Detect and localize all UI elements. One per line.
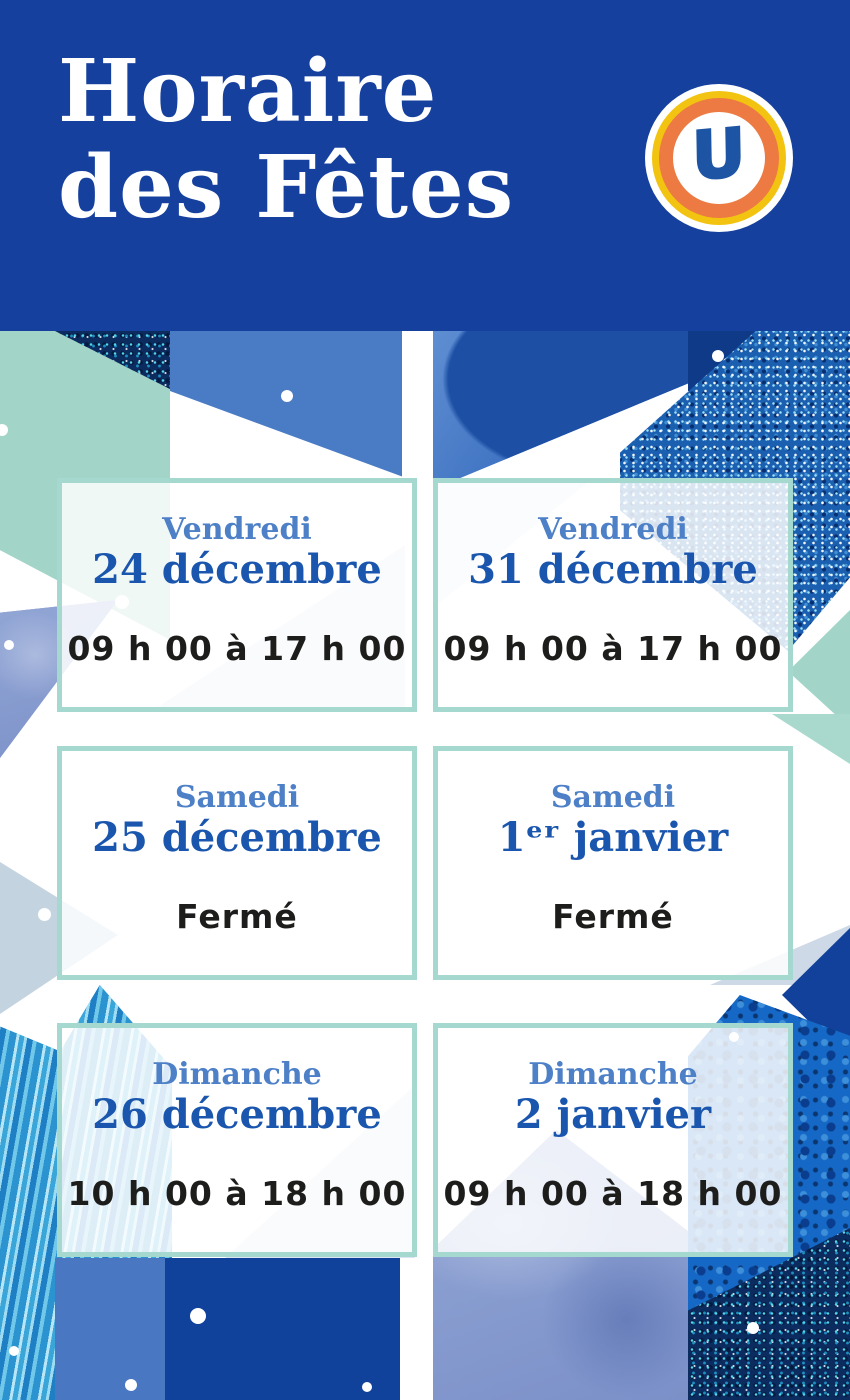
card-day: Vendredi [538, 512, 688, 547]
dot [712, 350, 724, 362]
title-line-2: des Fêtes [58, 137, 515, 238]
dot [9, 1346, 19, 1356]
card-date: 24 décembre [92, 546, 382, 593]
card-date: 26 décembre [92, 1091, 382, 1138]
dot [190, 1308, 206, 1324]
title-line-1: Horaire [58, 41, 438, 142]
logo-orange-ring: U [659, 98, 779, 218]
card-hours: 09 h 00 à 18 h 00 [443, 1174, 783, 1213]
u-brand-logo: U [645, 84, 793, 232]
card-hours: Fermé [176, 897, 298, 936]
card-date: 2 janvier [514, 1091, 712, 1138]
schedule-card: Samedi 25 décembre Fermé [57, 746, 417, 980]
navy-block-bottom [165, 1258, 400, 1400]
card-hours: Fermé [552, 897, 674, 936]
dot [125, 1379, 137, 1391]
schedule-card: Samedi 1ᵉʳ janvier Fermé [433, 746, 793, 980]
card-day: Samedi [550, 780, 676, 815]
logo-center: U [673, 112, 765, 204]
card-day: Dimanche [152, 1057, 322, 1092]
blue-triangle-left [170, 331, 402, 477]
card-day: Samedi [174, 780, 300, 815]
dot [4, 640, 14, 650]
schedule-card: Dimanche 2 janvier 09 h 00 à 18 h 00 [433, 1023, 793, 1257]
dot [747, 1322, 759, 1334]
card-day: Vendredi [162, 512, 312, 547]
page-title: Horaire des Fêtes [58, 44, 514, 236]
dot [38, 908, 51, 921]
card-day: Dimanche [528, 1057, 698, 1092]
u-letter-icon: U [690, 112, 747, 196]
card-hours: 09 h 00 à 17 h 00 [67, 629, 407, 668]
schedule-card: Vendredi 31 décembre 09 h 00 à 17 h 00 [433, 478, 793, 712]
card-hours: 10 h 00 à 18 h 00 [67, 1174, 407, 1213]
card-date: 1ᵉʳ janvier [497, 814, 729, 861]
dot [281, 390, 293, 402]
dot [0, 424, 8, 436]
schedule-card: Vendredi 24 décembre 09 h 00 à 17 h 00 [57, 478, 417, 712]
card-date: 31 décembre [468, 546, 758, 593]
dot [362, 1382, 372, 1392]
card-date: 25 décembre [92, 814, 382, 861]
header: Horaire des Fêtes U [0, 0, 850, 331]
logo-yellow-ring: U [652, 91, 786, 225]
schedule-card: Dimanche 26 décembre 10 h 00 à 18 h 00 [57, 1023, 417, 1257]
card-hours: 09 h 00 à 17 h 00 [443, 629, 783, 668]
